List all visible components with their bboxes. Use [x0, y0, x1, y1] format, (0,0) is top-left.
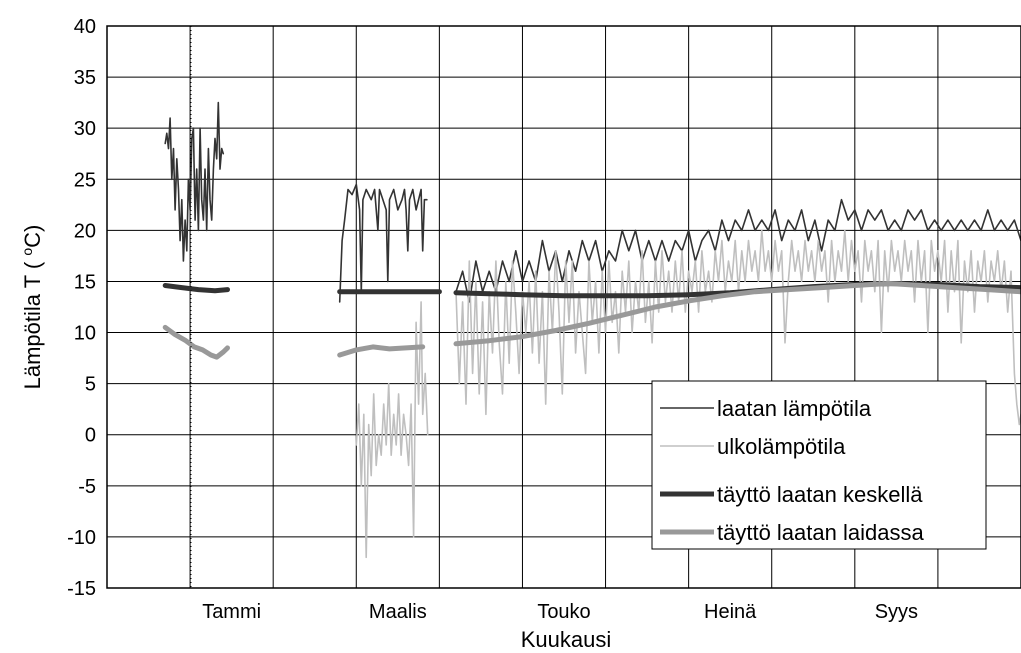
- x-tick-label: Touko: [537, 601, 590, 623]
- series-line-3: [162, 324, 230, 360]
- x-tick-label: Maalis: [369, 601, 427, 623]
- series-line-0: [455, 198, 1021, 303]
- y-tick-label: 0: [85, 425, 96, 447]
- x-tick-label: Tammi: [202, 601, 261, 623]
- y-tick-label: -15: [67, 578, 96, 600]
- y-axis-title-superscript: o: [19, 248, 35, 256]
- legend-box: [651, 380, 987, 550]
- series-line-3: [337, 344, 426, 358]
- y-tick-label: 35: [74, 67, 96, 89]
- series-layer: [162, 101, 1021, 559]
- series-line-1: [355, 301, 429, 559]
- series-line-3: [453, 281, 1021, 347]
- y-tick-label: 10: [74, 323, 96, 345]
- y-axis: 40 35 30 25 20 15 10 5 0 -5 -10 -15: [67, 16, 96, 600]
- x-tick-label: Heinä: [704, 601, 757, 623]
- x-tick-label: Syys: [875, 601, 918, 623]
- legend-label-ulkolampotila: ulkolämpötila: [717, 434, 846, 459]
- y-tick-label: 25: [74, 169, 96, 191]
- legend-label-laatan-lampotila: laatan lämpötila: [717, 396, 872, 421]
- plot-border: [106, 25, 1021, 589]
- y-axis-title-unit: C): [20, 225, 45, 248]
- series-line-0: [338, 183, 428, 303]
- legend: laatan lämpötila ulkolämpötila täyttö la…: [651, 380, 987, 550]
- y-tick-label: 15: [74, 271, 96, 293]
- y-axis-title-main: Lämpötila T (: [20, 256, 45, 390]
- legend-label-taytto-keskella: täyttö laatan keskellä: [717, 482, 923, 507]
- y-tick-label: 5: [85, 374, 96, 396]
- y-tick-label: 30: [74, 118, 96, 140]
- y-tick-label: -5: [78, 476, 96, 498]
- series-line-2: [162, 283, 230, 294]
- y-tick-label: 20: [74, 220, 96, 242]
- x-axis-title: Kuukausi: [521, 627, 612, 652]
- x-axis: Tammi Maalis Touko Heinä Syys: [202, 601, 918, 623]
- y-tick-label: 40: [74, 16, 96, 38]
- y-axis-title: Lämpötila T ( oC): [19, 225, 45, 390]
- series-line-0: [164, 101, 225, 262]
- y-tick-label: -10: [67, 527, 96, 549]
- legend-label-taytto-laidassa: täyttö laatan laidassa: [717, 520, 924, 545]
